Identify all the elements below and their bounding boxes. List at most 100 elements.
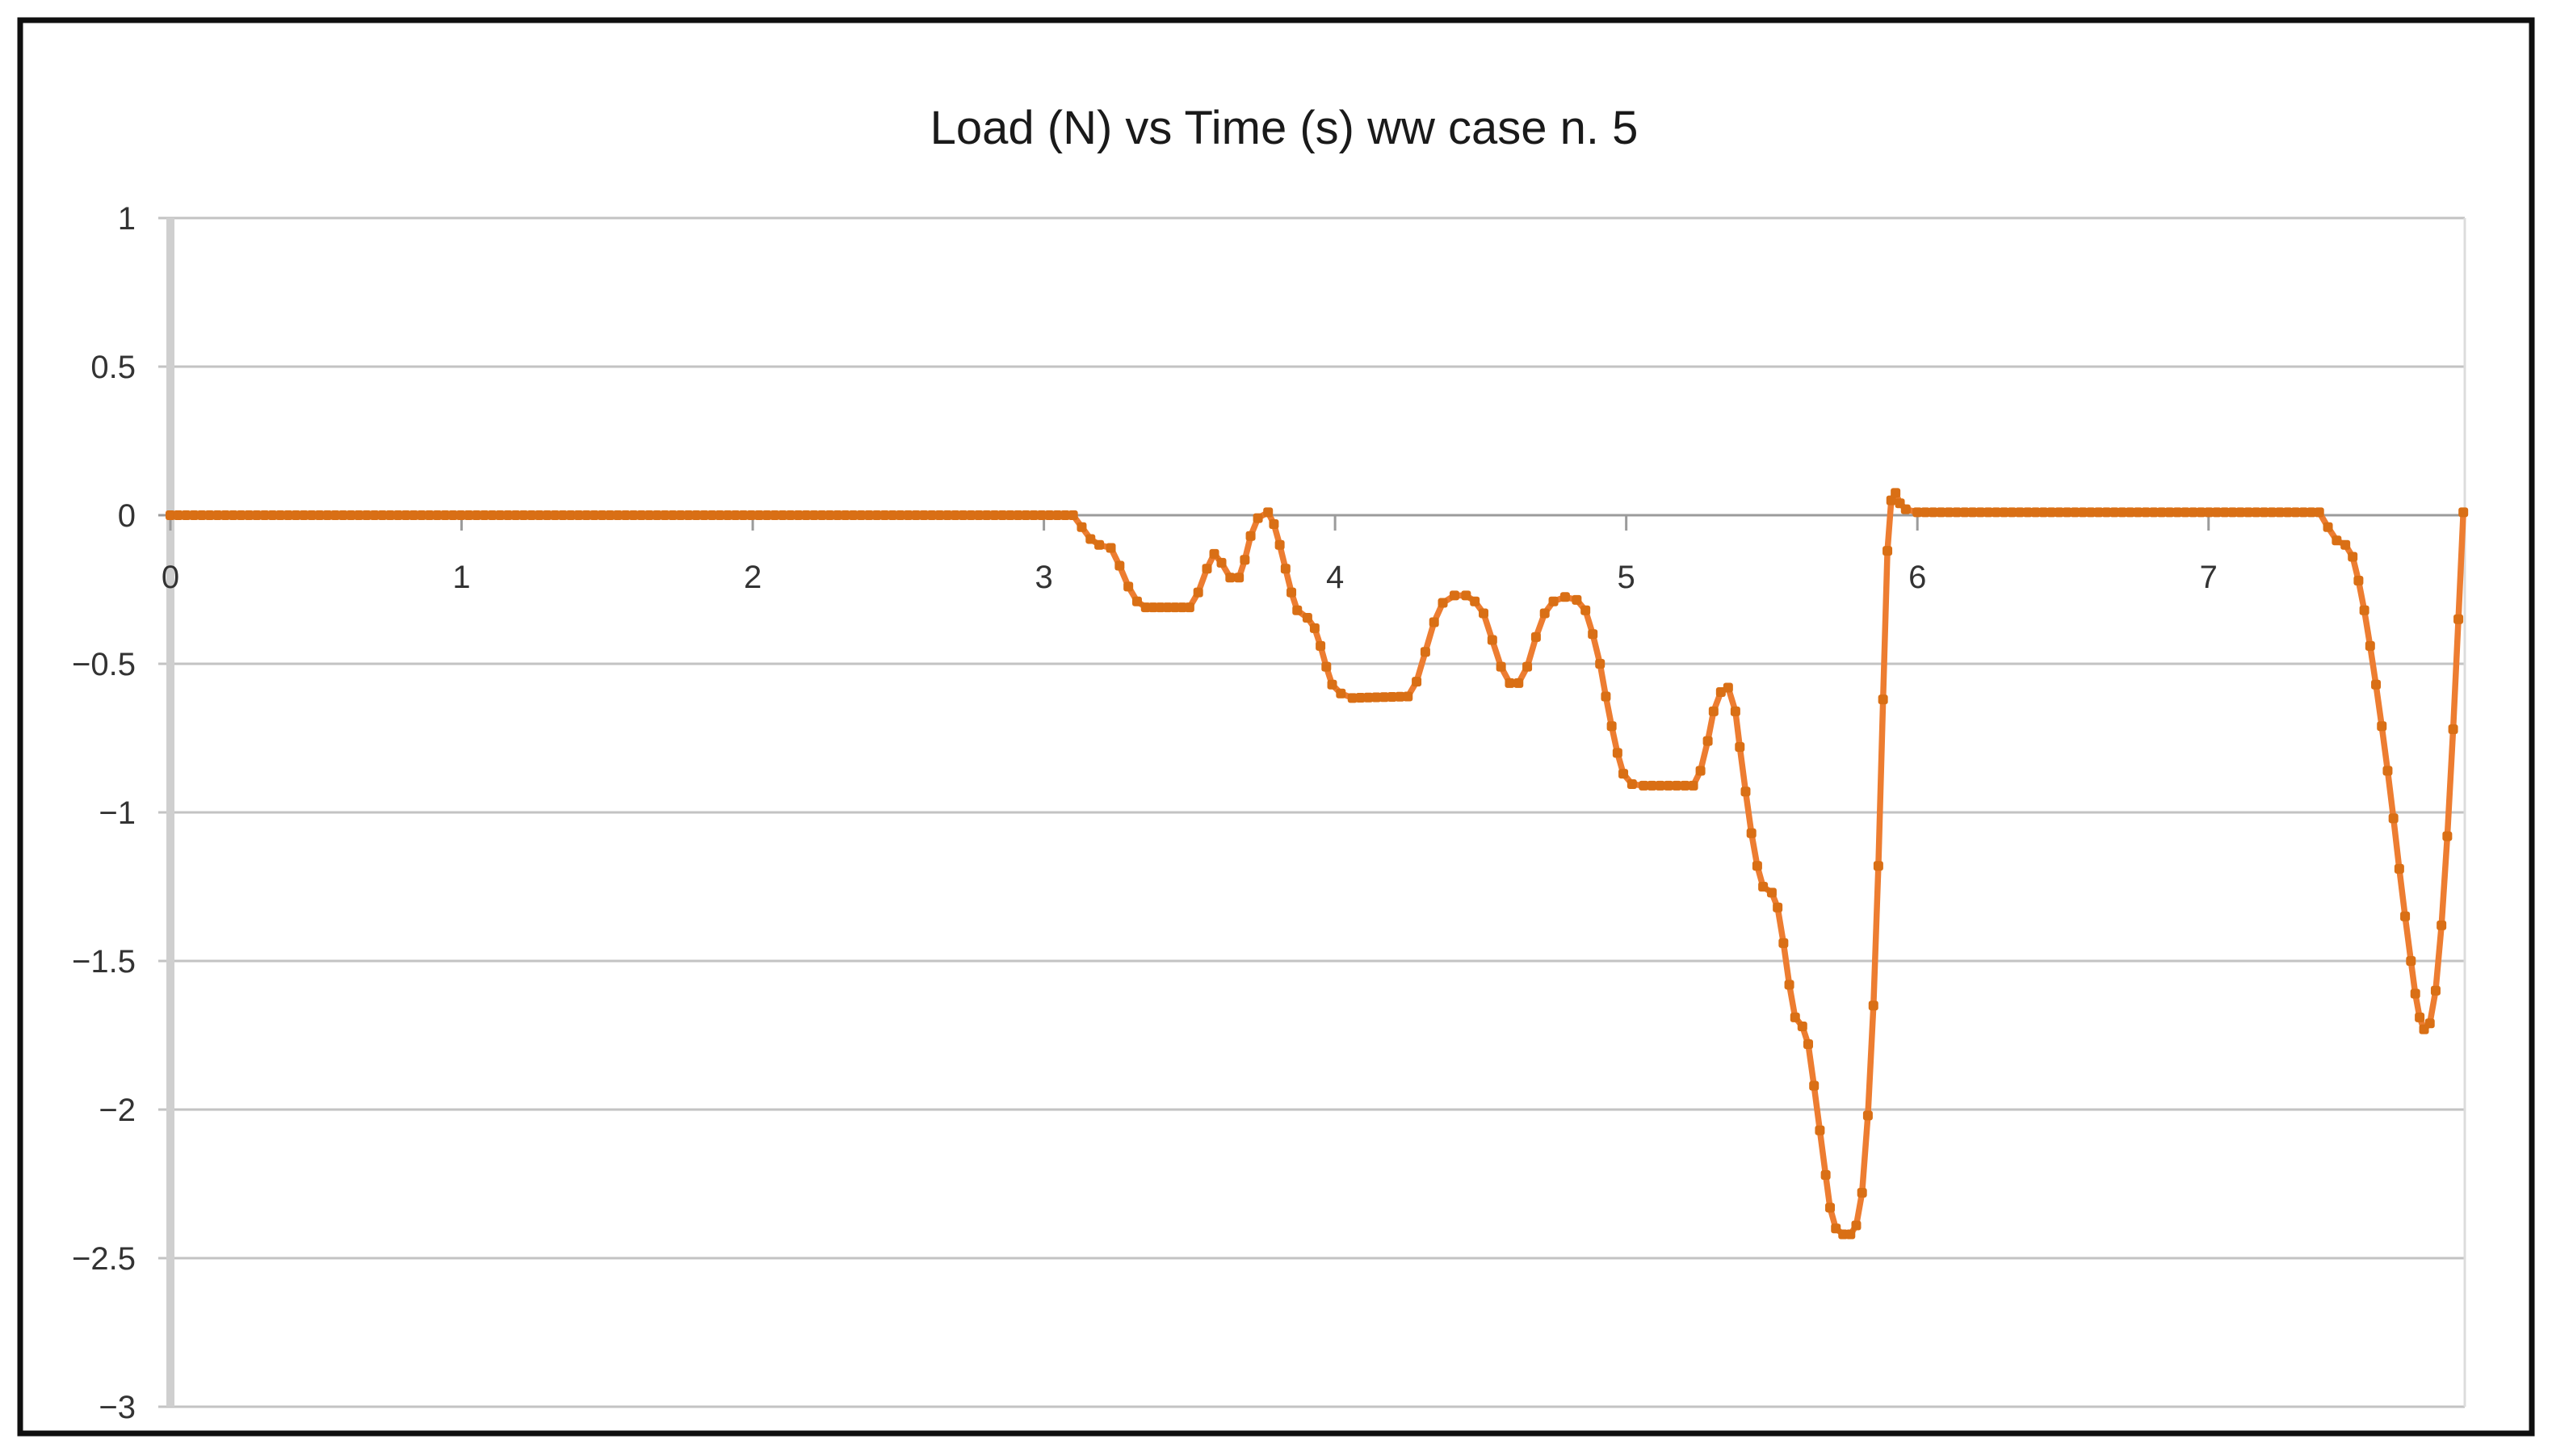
data-point-marker[interactable] <box>409 510 419 520</box>
data-point-marker[interactable] <box>1193 587 1203 598</box>
data-point-marker[interactable] <box>1983 507 1993 518</box>
data-point-marker[interactable] <box>416 510 426 520</box>
data-point-marker[interactable] <box>675 510 686 520</box>
data-point-marker[interactable] <box>354 510 364 520</box>
data-point-marker[interactable] <box>204 510 215 520</box>
data-point-marker[interactable] <box>1202 564 1212 574</box>
data-point-marker[interactable] <box>1379 692 1389 703</box>
data-point-marker[interactable] <box>1936 507 1946 518</box>
data-point-marker[interactable] <box>196 510 207 520</box>
data-point-marker[interactable] <box>2070 507 2080 518</box>
data-point-marker[interactable] <box>2117 507 2127 518</box>
data-point-marker[interactable] <box>1245 531 1256 541</box>
data-point-marker[interactable] <box>1928 507 1938 518</box>
data-point-marker[interactable] <box>762 510 772 520</box>
data-point-marker[interactable] <box>314 510 325 520</box>
data-point-marker[interactable] <box>974 510 984 520</box>
data-point-marker[interactable] <box>228 510 238 520</box>
data-point-marker[interactable] <box>173 510 183 520</box>
data-point-marker[interactable] <box>2353 575 2364 585</box>
data-point-marker[interactable] <box>770 510 780 520</box>
data-point-marker[interactable] <box>605 510 615 520</box>
data-point-marker[interactable] <box>1209 548 1219 559</box>
data-point-marker[interactable] <box>2437 920 2447 930</box>
data-point-marker[interactable] <box>1999 507 2009 518</box>
data-point-marker[interactable] <box>1327 679 1337 690</box>
data-point-marker[interactable] <box>1845 1229 1856 1240</box>
data-point-marker[interactable] <box>1225 573 1236 583</box>
data-point-marker[interactable] <box>2227 507 2238 518</box>
data-point-marker[interactable] <box>432 510 443 520</box>
data-point-marker[interactable] <box>1240 555 1250 565</box>
data-point-marker[interactable] <box>966 510 976 520</box>
data-point-marker[interactable] <box>2365 640 2375 651</box>
data-point-marker[interactable] <box>871 510 882 520</box>
data-point-marker[interactable] <box>392 510 403 520</box>
data-point-marker[interactable] <box>1302 612 1312 623</box>
data-point-marker[interactable] <box>2306 507 2316 518</box>
data-point-marker[interactable] <box>1730 706 1740 716</box>
data-point-marker[interactable] <box>707 510 717 520</box>
data-point-marker[interactable] <box>2314 507 2324 518</box>
data-point-marker[interactable] <box>1162 602 1173 613</box>
data-point-marker[interactable] <box>1758 882 1769 892</box>
data-point-marker[interactable] <box>1077 522 1087 532</box>
data-point-marker[interactable] <box>424 510 434 520</box>
data-point-marker[interactable] <box>306 510 317 520</box>
data-point-marker[interactable] <box>723 510 733 520</box>
data-point-marker[interactable] <box>2172 507 2183 518</box>
data-point-marker[interactable] <box>2400 911 2411 921</box>
data-point-marker[interactable] <box>259 510 270 520</box>
data-point-marker[interactable] <box>1951 507 1962 518</box>
data-point-marker[interactable] <box>1371 692 1382 703</box>
data-point-marker[interactable] <box>236 510 246 520</box>
data-point-marker[interactable] <box>1647 780 1657 791</box>
data-point-marker[interactable] <box>1309 623 1320 633</box>
data-point-marker[interactable] <box>1530 631 1541 642</box>
data-point-marker[interactable] <box>479 510 489 520</box>
data-point-marker[interactable] <box>385 510 396 520</box>
data-point-marker[interactable] <box>1868 1001 1878 1011</box>
data-point-marker[interactable] <box>2442 831 2453 841</box>
data-point-marker[interactable] <box>1838 1229 1849 1240</box>
data-point-marker[interactable] <box>1820 1169 1831 1180</box>
data-point-marker[interactable] <box>1618 769 1629 779</box>
data-point-marker[interactable] <box>1723 682 1733 693</box>
data-point-marker[interactable] <box>2394 863 2404 874</box>
data-point-marker[interactable] <box>1606 721 1617 732</box>
data-point-marker[interactable] <box>652 510 662 520</box>
data-point-marker[interactable] <box>1263 507 1274 518</box>
data-point-marker[interactable] <box>1085 534 1096 544</box>
data-point-marker[interactable] <box>2377 721 2387 732</box>
data-point-marker[interactable] <box>1680 780 1690 791</box>
data-point-marker[interactable] <box>2109 507 2120 518</box>
data-point-marker[interactable] <box>2259 507 2269 518</box>
data-point-marker[interactable] <box>1735 742 1745 753</box>
data-point-marker[interactable] <box>2382 766 2393 776</box>
data-point-marker[interactable] <box>1513 678 1524 688</box>
data-point-marker[interactable] <box>267 510 278 520</box>
data-point-marker[interactable] <box>1663 780 1673 791</box>
data-point-marker[interactable] <box>1790 1012 1800 1022</box>
data-point-marker[interactable] <box>299 510 309 520</box>
data-point-marker[interactable] <box>2453 614 2464 624</box>
data-point-marker[interactable] <box>2204 507 2214 518</box>
data-point-marker[interactable] <box>888 510 898 520</box>
data-point-marker[interactable] <box>2323 522 2333 532</box>
data-point-marker[interactable] <box>1612 748 1622 758</box>
data-point-marker[interactable] <box>1280 564 1291 574</box>
data-point-marker[interactable] <box>440 510 451 520</box>
data-point-marker[interactable] <box>1588 629 1598 640</box>
data-point-marker[interactable] <box>1639 780 1649 791</box>
data-point-marker[interactable] <box>2448 724 2458 734</box>
data-point-marker[interactable] <box>1873 861 1883 871</box>
data-point-marker[interactable] <box>1292 605 1303 615</box>
data-point-marker[interactable] <box>1695 766 1706 776</box>
data-point-marker[interactable] <box>377 510 388 520</box>
data-point-marker[interactable] <box>1831 1223 1841 1234</box>
data-point-marker[interactable] <box>1522 661 1533 672</box>
data-point-marker[interactable] <box>1857 1188 1867 1198</box>
data-point-marker[interactable] <box>2267 507 2277 518</box>
data-point-marker[interactable] <box>1321 661 1332 672</box>
data-point-marker[interactable] <box>636 510 647 520</box>
